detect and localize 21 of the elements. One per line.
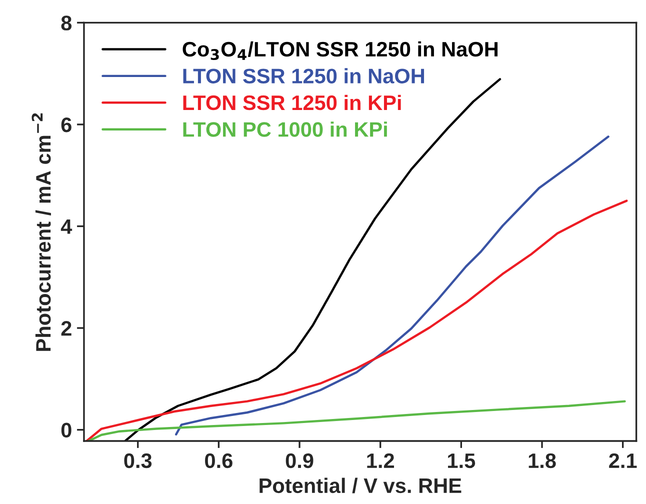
legend-label: LTON PC 1000 in KPi — [183, 122, 387, 137]
legend-label: LTON SSR 1250 in KPi — [183, 94, 401, 110]
x-tick-label: 1.8 — [528, 453, 556, 468]
line-series — [87, 400, 626, 441]
x-tick-label: 1.2 — [367, 453, 394, 468]
y-tick-label: 6 — [61, 117, 72, 132]
x-tick-label: 1.5 — [448, 454, 476, 468]
x-tick-label: 0.6 — [205, 453, 232, 468]
x-tick-label: 0.9 — [286, 453, 314, 468]
y-tick-label: 8 — [61, 16, 72, 30]
y-tick-label: 4 — [60, 219, 72, 234]
line-series — [175, 136, 610, 436]
y-tick-label: 2 — [61, 321, 72, 336]
x-tick-label: 2.1 — [609, 453, 637, 468]
legend-label: Co$_{3}$O$_{4}$/LTON SSR 1250 in NaOH — [182, 41, 498, 60]
y-axis-title: Photocurrent / mA cm$^{−2}$ — [32, 113, 51, 351]
x-tick-label: 0.3 — [124, 453, 152, 468]
line-series — [86, 200, 628, 441]
legend-label: LTON SSR 1250 in NaOH — [183, 68, 424, 84]
x-axis-title: Potential / V vs. RHE — [260, 478, 462, 494]
y-tick-label: 0 — [61, 422, 72, 438]
